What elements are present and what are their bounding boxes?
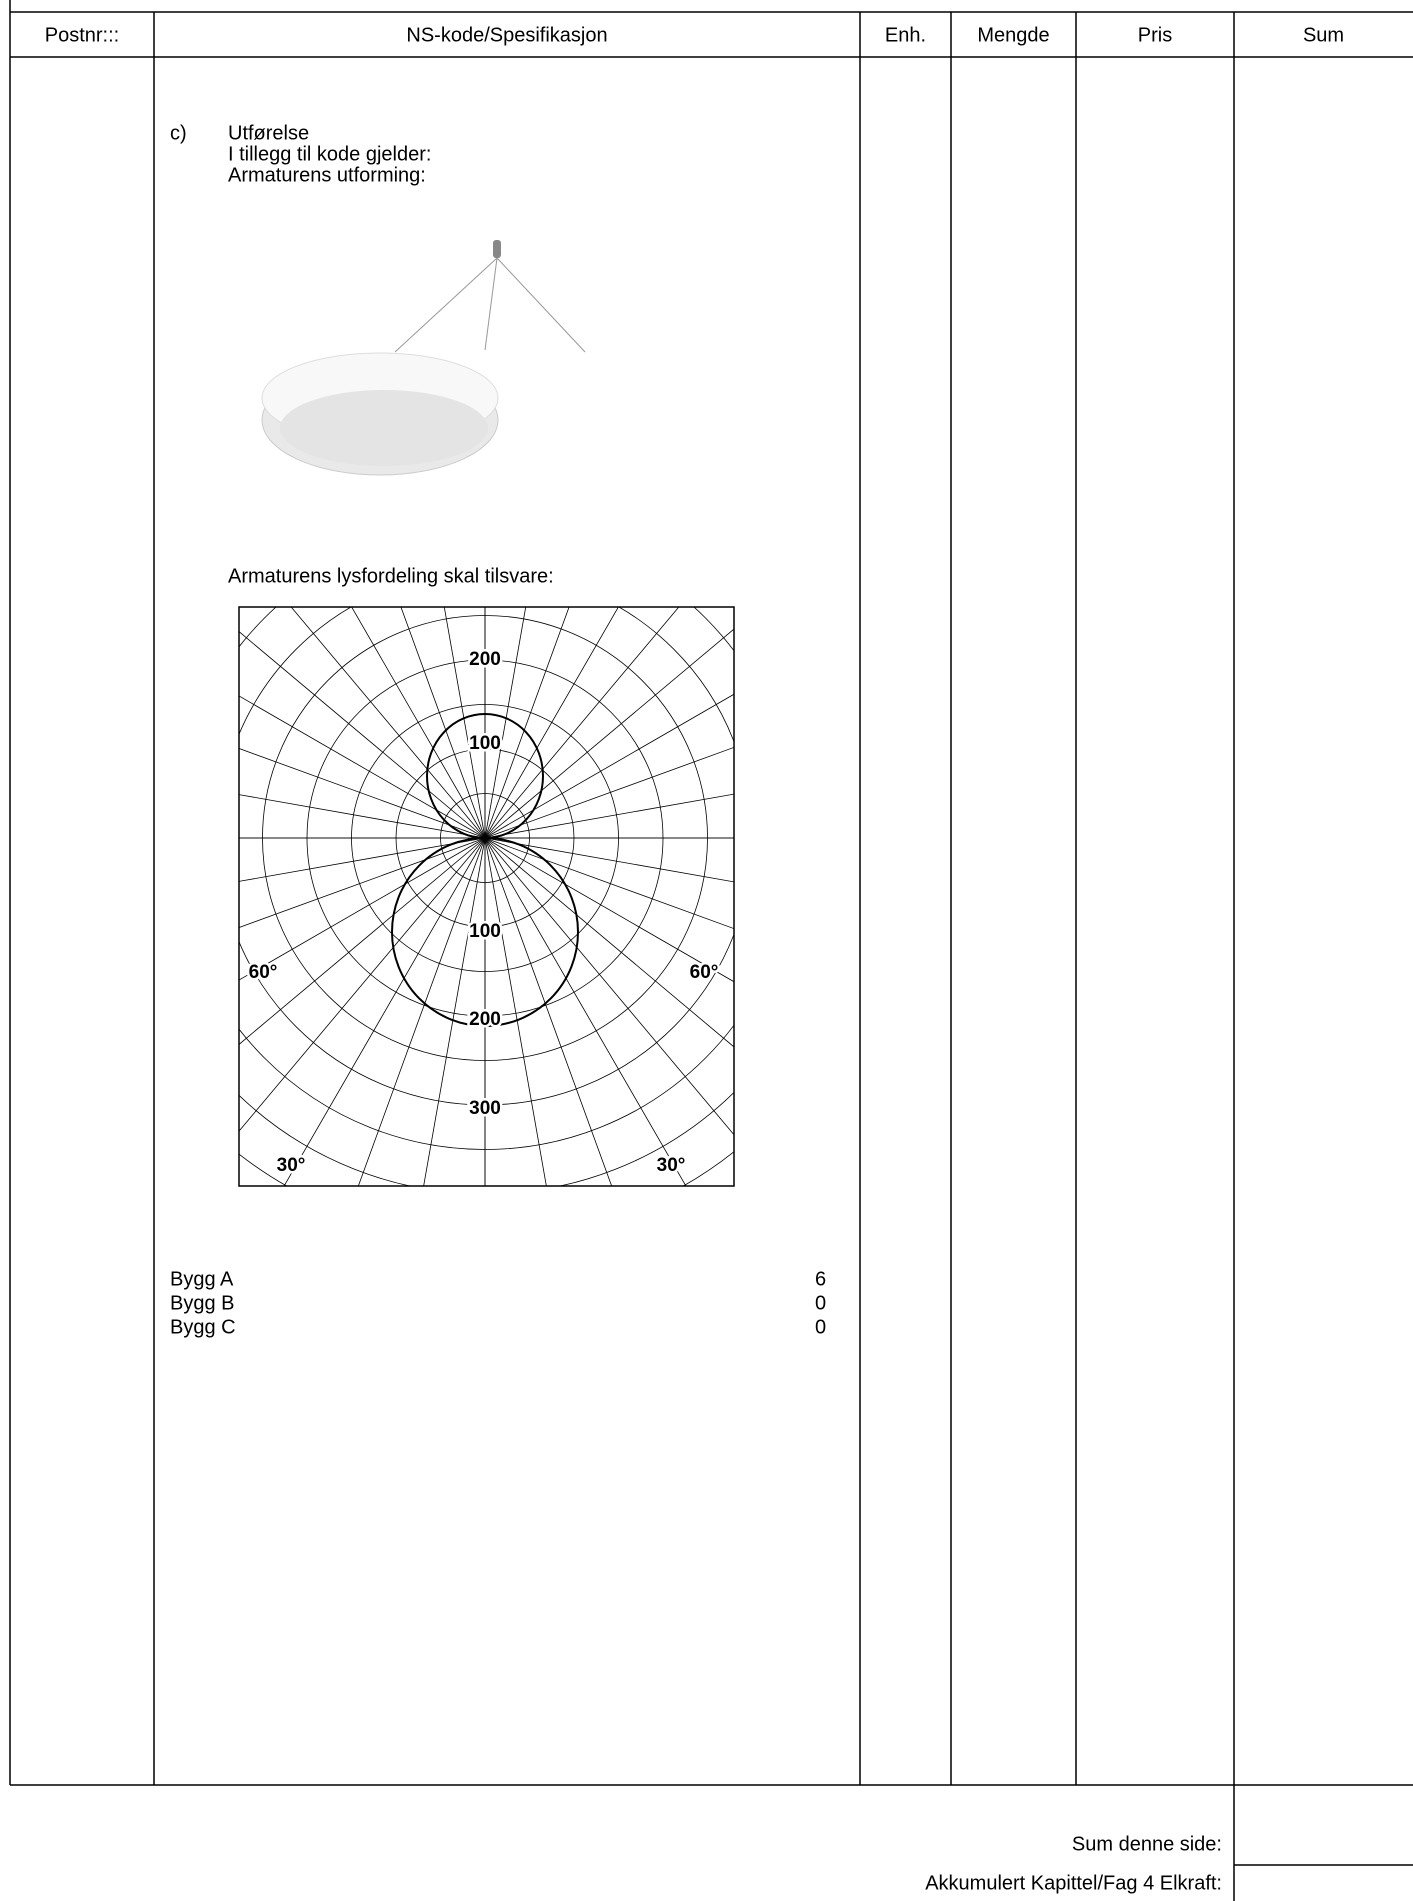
column-header: Enh. <box>885 24 926 46</box>
quantity-value: 0 <box>815 1292 826 1314</box>
quantity-value: 6 <box>815 1268 826 1290</box>
quantity-label: Bygg A <box>170 1268 234 1290</box>
spec-line: Utførelse <box>228 122 309 144</box>
page-sum-label: Sum denne side: <box>1072 1833 1222 1855</box>
diagram-label: 200 <box>469 1009 501 1030</box>
diagram-label: 30° <box>277 1155 306 1176</box>
diagram-label: 60° <box>249 962 278 983</box>
lamp-illustration <box>262 240 585 475</box>
spec-line: I tillegg til kode gjelder: <box>228 143 431 165</box>
quantity-label: Bygg B <box>170 1292 234 1314</box>
page: Armaturens lysfordeling skal tilsvare: c… <box>0 0 1413 1901</box>
column-header: Postnr::: <box>45 24 119 46</box>
quantity-label: Bygg C <box>170 1316 236 1338</box>
diagram-label: 300 <box>469 1098 501 1119</box>
diagram-label: 60° <box>690 962 719 983</box>
column-header: Mengde <box>977 24 1049 46</box>
diagram-label: 100 <box>469 921 501 942</box>
diagram-caption: Armaturens lysfordeling skal tilsvare: <box>228 565 554 587</box>
column-header: Pris <box>1138 24 1172 46</box>
diagram-label: 100 <box>469 733 501 754</box>
accumulated-label: Akkumulert Kapittel/Fag 4 Elkraft: <box>925 1872 1222 1894</box>
diagram-label: 30° <box>657 1155 686 1176</box>
diagram-label: 200 <box>469 649 501 670</box>
quantity-value: 0 <box>815 1316 826 1338</box>
column-header: Sum <box>1303 24 1344 46</box>
item-label: c) <box>170 122 187 144</box>
column-header: NS-kode/Spesifikasjon <box>406 24 607 46</box>
spec-line: Armaturens utforming: <box>228 164 426 186</box>
